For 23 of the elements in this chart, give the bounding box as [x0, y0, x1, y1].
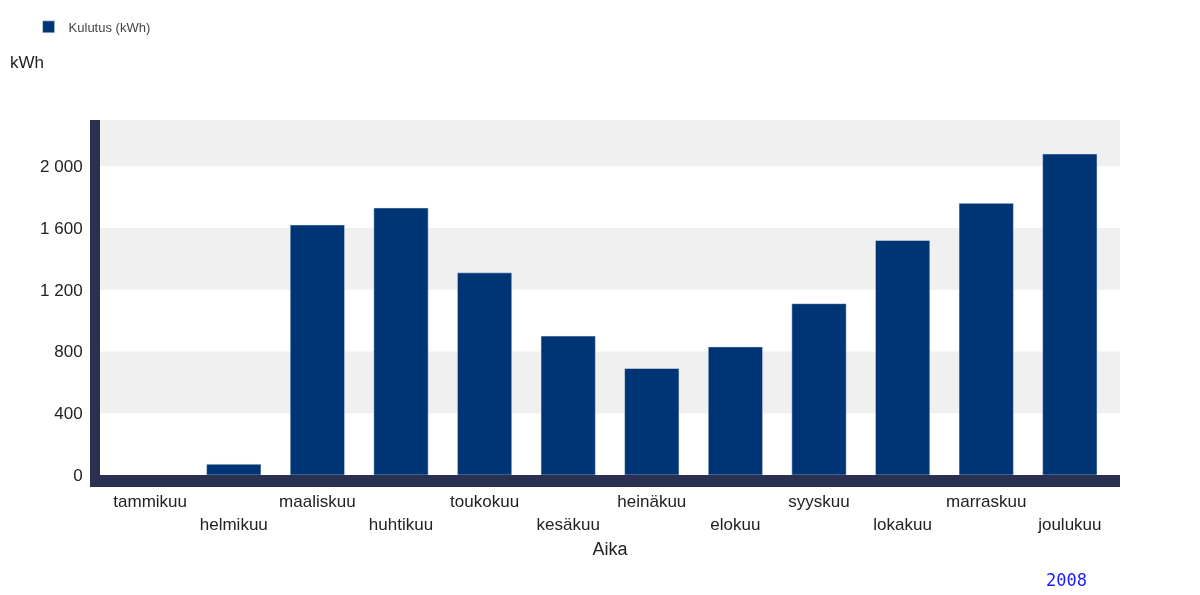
x-axis-title: Aika — [592, 539, 629, 560]
x-tick-label: maaliskuu — [279, 492, 356, 512]
x-tick-label: heinäkuu — [617, 492, 687, 512]
x-tick-label: lokakuu — [873, 514, 932, 534]
x-tick-label: tammikuu — [113, 492, 187, 512]
y-tick-label: 0 — [73, 465, 83, 485]
x-tick-label: toukokuu — [450, 492, 520, 512]
y-axis-title: kWh — [10, 53, 44, 72]
y-tick-label: 400 — [54, 404, 83, 424]
x-tick-label: kesäkuu — [536, 514, 600, 534]
bar — [206, 463, 262, 475]
y-tick-label: 800 — [54, 342, 83, 362]
x-tick-label: elokuu — [710, 514, 761, 534]
x-tick-label: syyskuu — [788, 492, 850, 512]
x-tick-label: huhtikuu — [368, 514, 434, 534]
legend-label: Kulutus (kWh) — [68, 19, 151, 35]
text: 2008 — [1046, 570, 1087, 590]
y-tick-label: 1 600 — [40, 218, 83, 238]
x-tick-label: marraskuu — [946, 492, 1027, 512]
y-tick-label: 2 000 — [40, 157, 83, 177]
x-tick-label: helmikuu — [199, 514, 268, 534]
x-tick-label: joulukuu — [1037, 514, 1102, 534]
y-tick-label: 1 200 — [40, 280, 83, 300]
